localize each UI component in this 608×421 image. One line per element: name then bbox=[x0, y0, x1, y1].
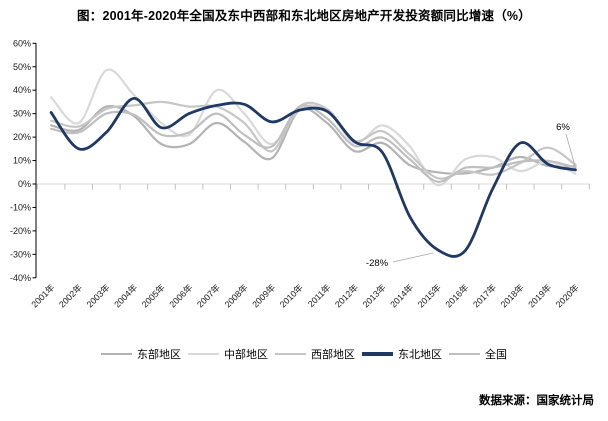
legend-item-east: 东部地区 bbox=[101, 346, 181, 362]
legend-item-national: 全国 bbox=[449, 346, 507, 362]
annotation-leader-line bbox=[565, 133, 576, 167]
y-tick-label: 20% bbox=[13, 132, 31, 142]
x-tick-label: 2015年 bbox=[415, 281, 443, 309]
chart-title: 图：2001年-2020年全国及东中西部和东北地区房地产开发投资额同比增速（%） bbox=[77, 9, 531, 23]
legend-label-west: 西部地区 bbox=[311, 349, 355, 361]
y-tick-label: 0% bbox=[18, 179, 31, 189]
legend-label-east: 东部地区 bbox=[137, 349, 181, 361]
y-tick-label: -20% bbox=[10, 226, 31, 236]
annotation-label: -28% bbox=[366, 258, 389, 269]
legend-swatch-national bbox=[449, 352, 480, 356]
x-tick-label: 2011年 bbox=[305, 281, 333, 309]
series-line-national bbox=[50, 104, 577, 183]
legend-item-northeast: 东北地区 bbox=[362, 346, 442, 362]
series-line-east bbox=[50, 104, 577, 175]
x-tick-label: 2002年 bbox=[56, 281, 84, 309]
data-source-note: 数据来源：国家统计局 bbox=[479, 395, 594, 407]
x-tick-label: 2016年 bbox=[443, 281, 471, 309]
series-line-central bbox=[50, 68, 577, 187]
x-tick-label: 2010年 bbox=[277, 281, 305, 309]
x-tick-label: 2012年 bbox=[332, 281, 360, 309]
y-tick-label: -10% bbox=[10, 202, 31, 212]
x-tick-label: 2001年 bbox=[29, 281, 57, 309]
x-tick-label: 2009年 bbox=[249, 281, 277, 309]
x-tick-label: 2005年 bbox=[139, 281, 167, 309]
legend-swatch-west bbox=[275, 352, 306, 356]
annotation-label: 6% bbox=[556, 122, 570, 133]
x-tick-label: 2006年 bbox=[167, 281, 195, 309]
y-tick-label: 60% bbox=[13, 38, 31, 48]
x-tick-label: 2019年 bbox=[525, 281, 553, 309]
legend-swatch-east bbox=[101, 352, 132, 356]
x-tick-label: 2014年 bbox=[387, 281, 415, 309]
line-chart-plot: 60% 50% 40% 30% 20% 10% 0% -10% -20% -30% -40%2001… bbox=[10, 38, 590, 309]
x-tick-label: 2017年 bbox=[470, 281, 498, 309]
x-tick-label: 2004年 bbox=[111, 281, 139, 309]
legend-label-northeast: 东北地区 bbox=[398, 349, 442, 361]
x-tick-label: 2008年 bbox=[222, 281, 250, 309]
y-tick-label: 30% bbox=[13, 109, 31, 119]
y-tick-label: 40% bbox=[13, 85, 31, 95]
series-line-northeast bbox=[49, 97, 577, 258]
y-tick-label: -30% bbox=[10, 249, 31, 259]
legend-label-central: 中部地区 bbox=[224, 349, 268, 361]
x-tick-label: 2013年 bbox=[360, 281, 388, 309]
x-tick-label: 2020年 bbox=[553, 281, 581, 309]
x-tick-label: 2007年 bbox=[194, 281, 222, 309]
legend-item-central: 中部地区 bbox=[188, 346, 268, 362]
legend-swatch-northeast bbox=[362, 352, 393, 356]
series-line-west bbox=[50, 100, 577, 180]
y-tick-label: -40% bbox=[10, 273, 31, 283]
legend-item-west: 西部地区 bbox=[275, 346, 355, 362]
x-tick-label: 2018年 bbox=[498, 281, 526, 309]
y-tick-label: 10% bbox=[13, 156, 31, 166]
annotation-leader-line bbox=[392, 252, 434, 263]
x-tick-label: 2003年 bbox=[84, 281, 112, 309]
chart-legend: 东部地区 中部地区 西部地区 东北地区 全国 bbox=[0, 345, 608, 363]
y-tick-label: 50% bbox=[13, 62, 31, 72]
legend-swatch-central bbox=[188, 352, 219, 356]
legend-label-national: 全国 bbox=[485, 349, 507, 361]
